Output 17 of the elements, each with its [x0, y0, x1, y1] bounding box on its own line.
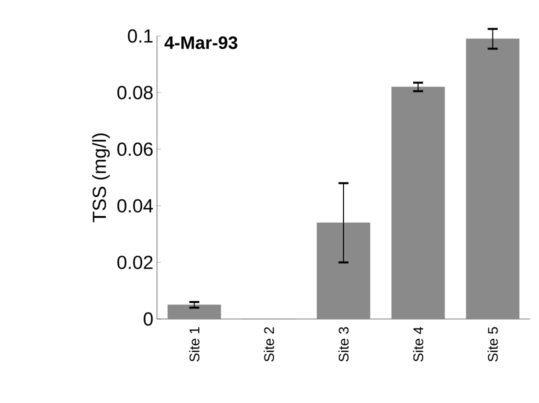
- bar: [168, 304, 221, 320]
- chart-title: 4-Mar-93: [164, 36, 238, 50]
- x-tick-label: Site 5: [488, 327, 498, 362]
- x-tick-label: Site 1: [189, 327, 200, 362]
- bar: [316, 222, 370, 320]
- x-tick-label: Site 4: [412, 326, 424, 362]
- x-tick-label: Site 2: [264, 327, 274, 362]
- x-tick-label: Site 3: [338, 327, 349, 362]
- y-tick-label: 0.04: [117, 199, 153, 212]
- y-tick-label: 0: [144, 312, 153, 326]
- bar: [466, 38, 520, 320]
- y-tick-label: 0.1: [128, 29, 153, 43]
- bar: [391, 86, 445, 320]
- y-tick-label: 0.06: [117, 142, 153, 156]
- y-tick-label: 0.08: [117, 86, 153, 100]
- y-axis-title: TSS (mg/l): [92, 133, 110, 222]
- y-tick-label: 0.02: [117, 256, 153, 270]
